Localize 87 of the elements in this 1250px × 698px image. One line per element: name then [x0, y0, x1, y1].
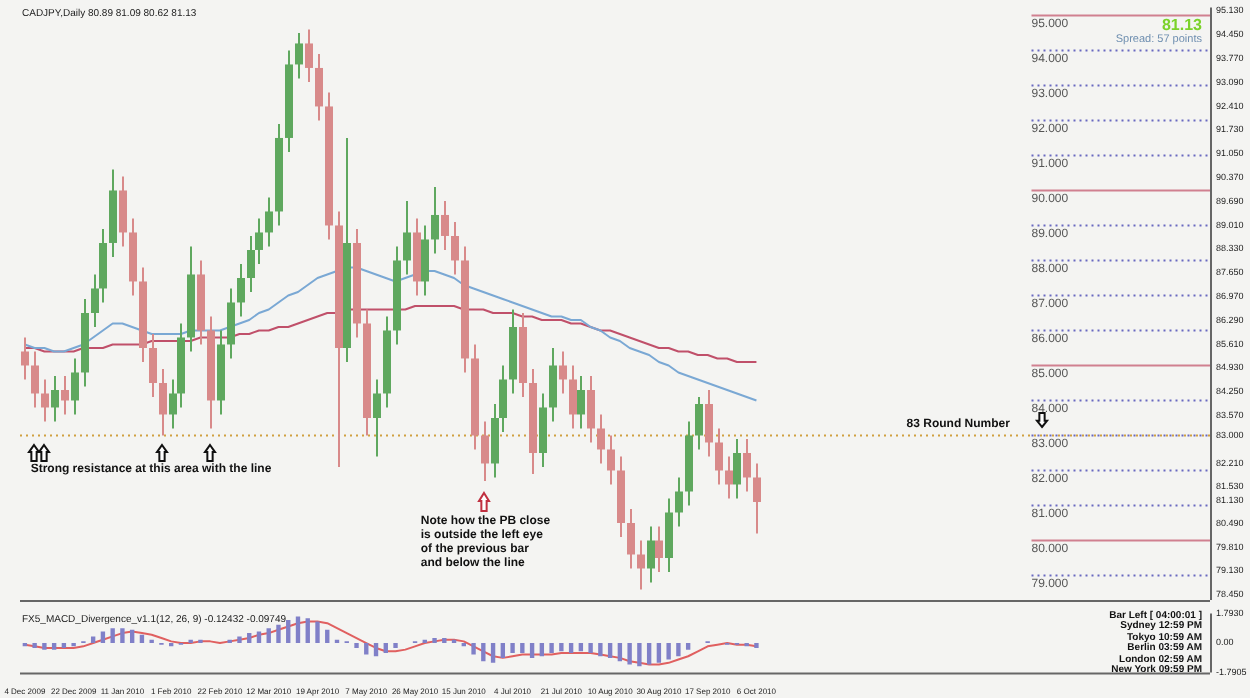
candlestick [159, 367, 167, 437]
candlestick [441, 199, 449, 251]
candlestick [119, 175, 127, 248]
bar [607, 643, 613, 658]
candlestick [753, 462, 761, 535]
bar [51, 643, 57, 650]
bar [276, 624, 281, 644]
candlestick [431, 185, 439, 255]
candlestick [655, 525, 663, 573]
bar [510, 643, 515, 653]
candlestick [315, 52, 323, 122]
bar [471, 643, 476, 655]
bar [129, 629, 135, 644]
candlestick [705, 388, 713, 458]
bar [237, 636, 242, 644]
bar [100, 631, 106, 644]
candlestick [587, 374, 595, 444]
bar [120, 628, 125, 644]
candlestick [149, 332, 157, 398]
candlestick [597, 413, 605, 465]
candlestick [51, 374, 59, 423]
bar [676, 643, 681, 657]
bar [305, 618, 310, 644]
bar [520, 643, 525, 653]
candlestick [71, 357, 79, 416]
bar [364, 643, 369, 655]
candlestick [577, 374, 585, 430]
bar [637, 643, 642, 667]
bar [539, 643, 545, 657]
candlestick [559, 350, 567, 395]
candlestick [21, 336, 29, 381]
candlestick [569, 364, 577, 430]
bar [568, 643, 574, 653]
candlestick [539, 392, 547, 468]
bar [685, 643, 691, 650]
candlestick [725, 455, 733, 500]
candlestick [421, 224, 429, 297]
bar [617, 643, 623, 662]
bar [383, 643, 388, 653]
bar [432, 638, 437, 644]
bar [315, 621, 320, 644]
candlestick [227, 287, 235, 360]
candlestick [665, 497, 673, 573]
candlestick [695, 395, 703, 451]
candlestick [265, 196, 273, 248]
candlestick [549, 346, 557, 423]
bar [373, 643, 379, 657]
bar [295, 616, 301, 644]
bar [627, 643, 632, 665]
bar [588, 643, 593, 653]
candlestick [607, 434, 615, 486]
candlestick [305, 28, 313, 83]
bar [481, 643, 486, 662]
candlestick [637, 539, 645, 591]
bar [529, 643, 535, 658]
bar [656, 643, 662, 663]
bar [598, 643, 603, 657]
candlestick [403, 199, 411, 276]
candlestick [451, 220, 459, 276]
bar [325, 629, 330, 644]
candlestick [31, 350, 39, 409]
candlestick [373, 378, 381, 458]
candlestick [237, 262, 245, 318]
annotation: 81.13 [1161, 16, 1202, 34]
bar [90, 636, 96, 644]
candlestick [647, 525, 655, 584]
candlestick [743, 437, 751, 493]
bar [286, 619, 291, 644]
bar [666, 643, 671, 660]
bar [490, 643, 496, 663]
candlestick [715, 427, 723, 486]
bar [110, 628, 115, 644]
candlestick [675, 476, 683, 528]
candlestick [627, 507, 635, 570]
candlestick [61, 374, 69, 416]
bar [256, 631, 262, 644]
candlestick [295, 31, 303, 80]
bar [247, 633, 252, 644]
candlestick [733, 437, 741, 500]
bar [42, 643, 47, 650]
bar [559, 643, 564, 652]
candlestick [41, 378, 49, 423]
bar [500, 643, 506, 658]
bar [549, 643, 554, 653]
bar [266, 628, 271, 644]
bar [442, 638, 447, 644]
candlestick [481, 420, 489, 482]
